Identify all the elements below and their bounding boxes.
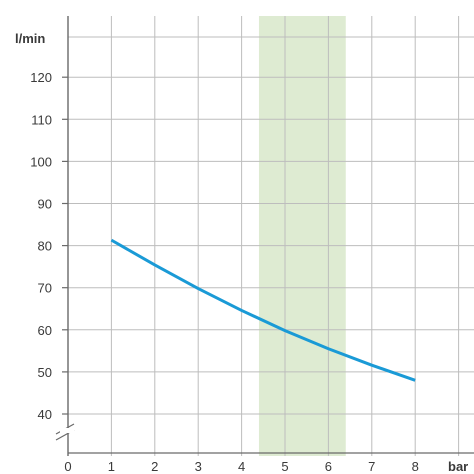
x-axis-unit: bar — [448, 459, 468, 474]
x-tick-label: 1 — [108, 459, 115, 474]
y-tick-label: 40 — [38, 407, 52, 422]
axis-break-gap — [60, 428, 74, 433]
x-tick-label: 3 — [195, 459, 202, 474]
y-tick-label: 60 — [38, 323, 52, 338]
y-tick-label: 90 — [38, 197, 52, 212]
x-tick-label: 0 — [64, 459, 71, 474]
highlight-band — [258, 16, 346, 456]
x-tick-label: 4 — [238, 459, 245, 474]
y-tick-label: 50 — [38, 365, 52, 380]
y-tick-label: 70 — [38, 281, 52, 296]
series-line — [110, 238, 416, 382]
x-tick-label: 5 — [281, 459, 288, 474]
y-tick-label: 110 — [31, 112, 52, 127]
grid-layer — [68, 16, 474, 456]
series-layer — [110, 238, 416, 382]
y-tick-label: 100 — [30, 154, 52, 169]
y-tick-label: 80 — [38, 239, 52, 254]
y-tick-label: 120 — [30, 70, 52, 85]
highlight-band-layer — [258, 16, 346, 456]
y-axis-unit: l/min — [15, 31, 45, 46]
x-tick-label: 2 — [151, 459, 158, 474]
x-tick-label: 6 — [325, 459, 332, 474]
x-tick-label: 7 — [368, 459, 375, 474]
x-tick-label: 8 — [412, 459, 419, 474]
axis-layer — [55, 16, 474, 456]
label-layer: 40 50 60 70 80 90 100 110 120 l/min 0 1 2 3 4 5 6 7 8 bar — [15, 31, 468, 474]
